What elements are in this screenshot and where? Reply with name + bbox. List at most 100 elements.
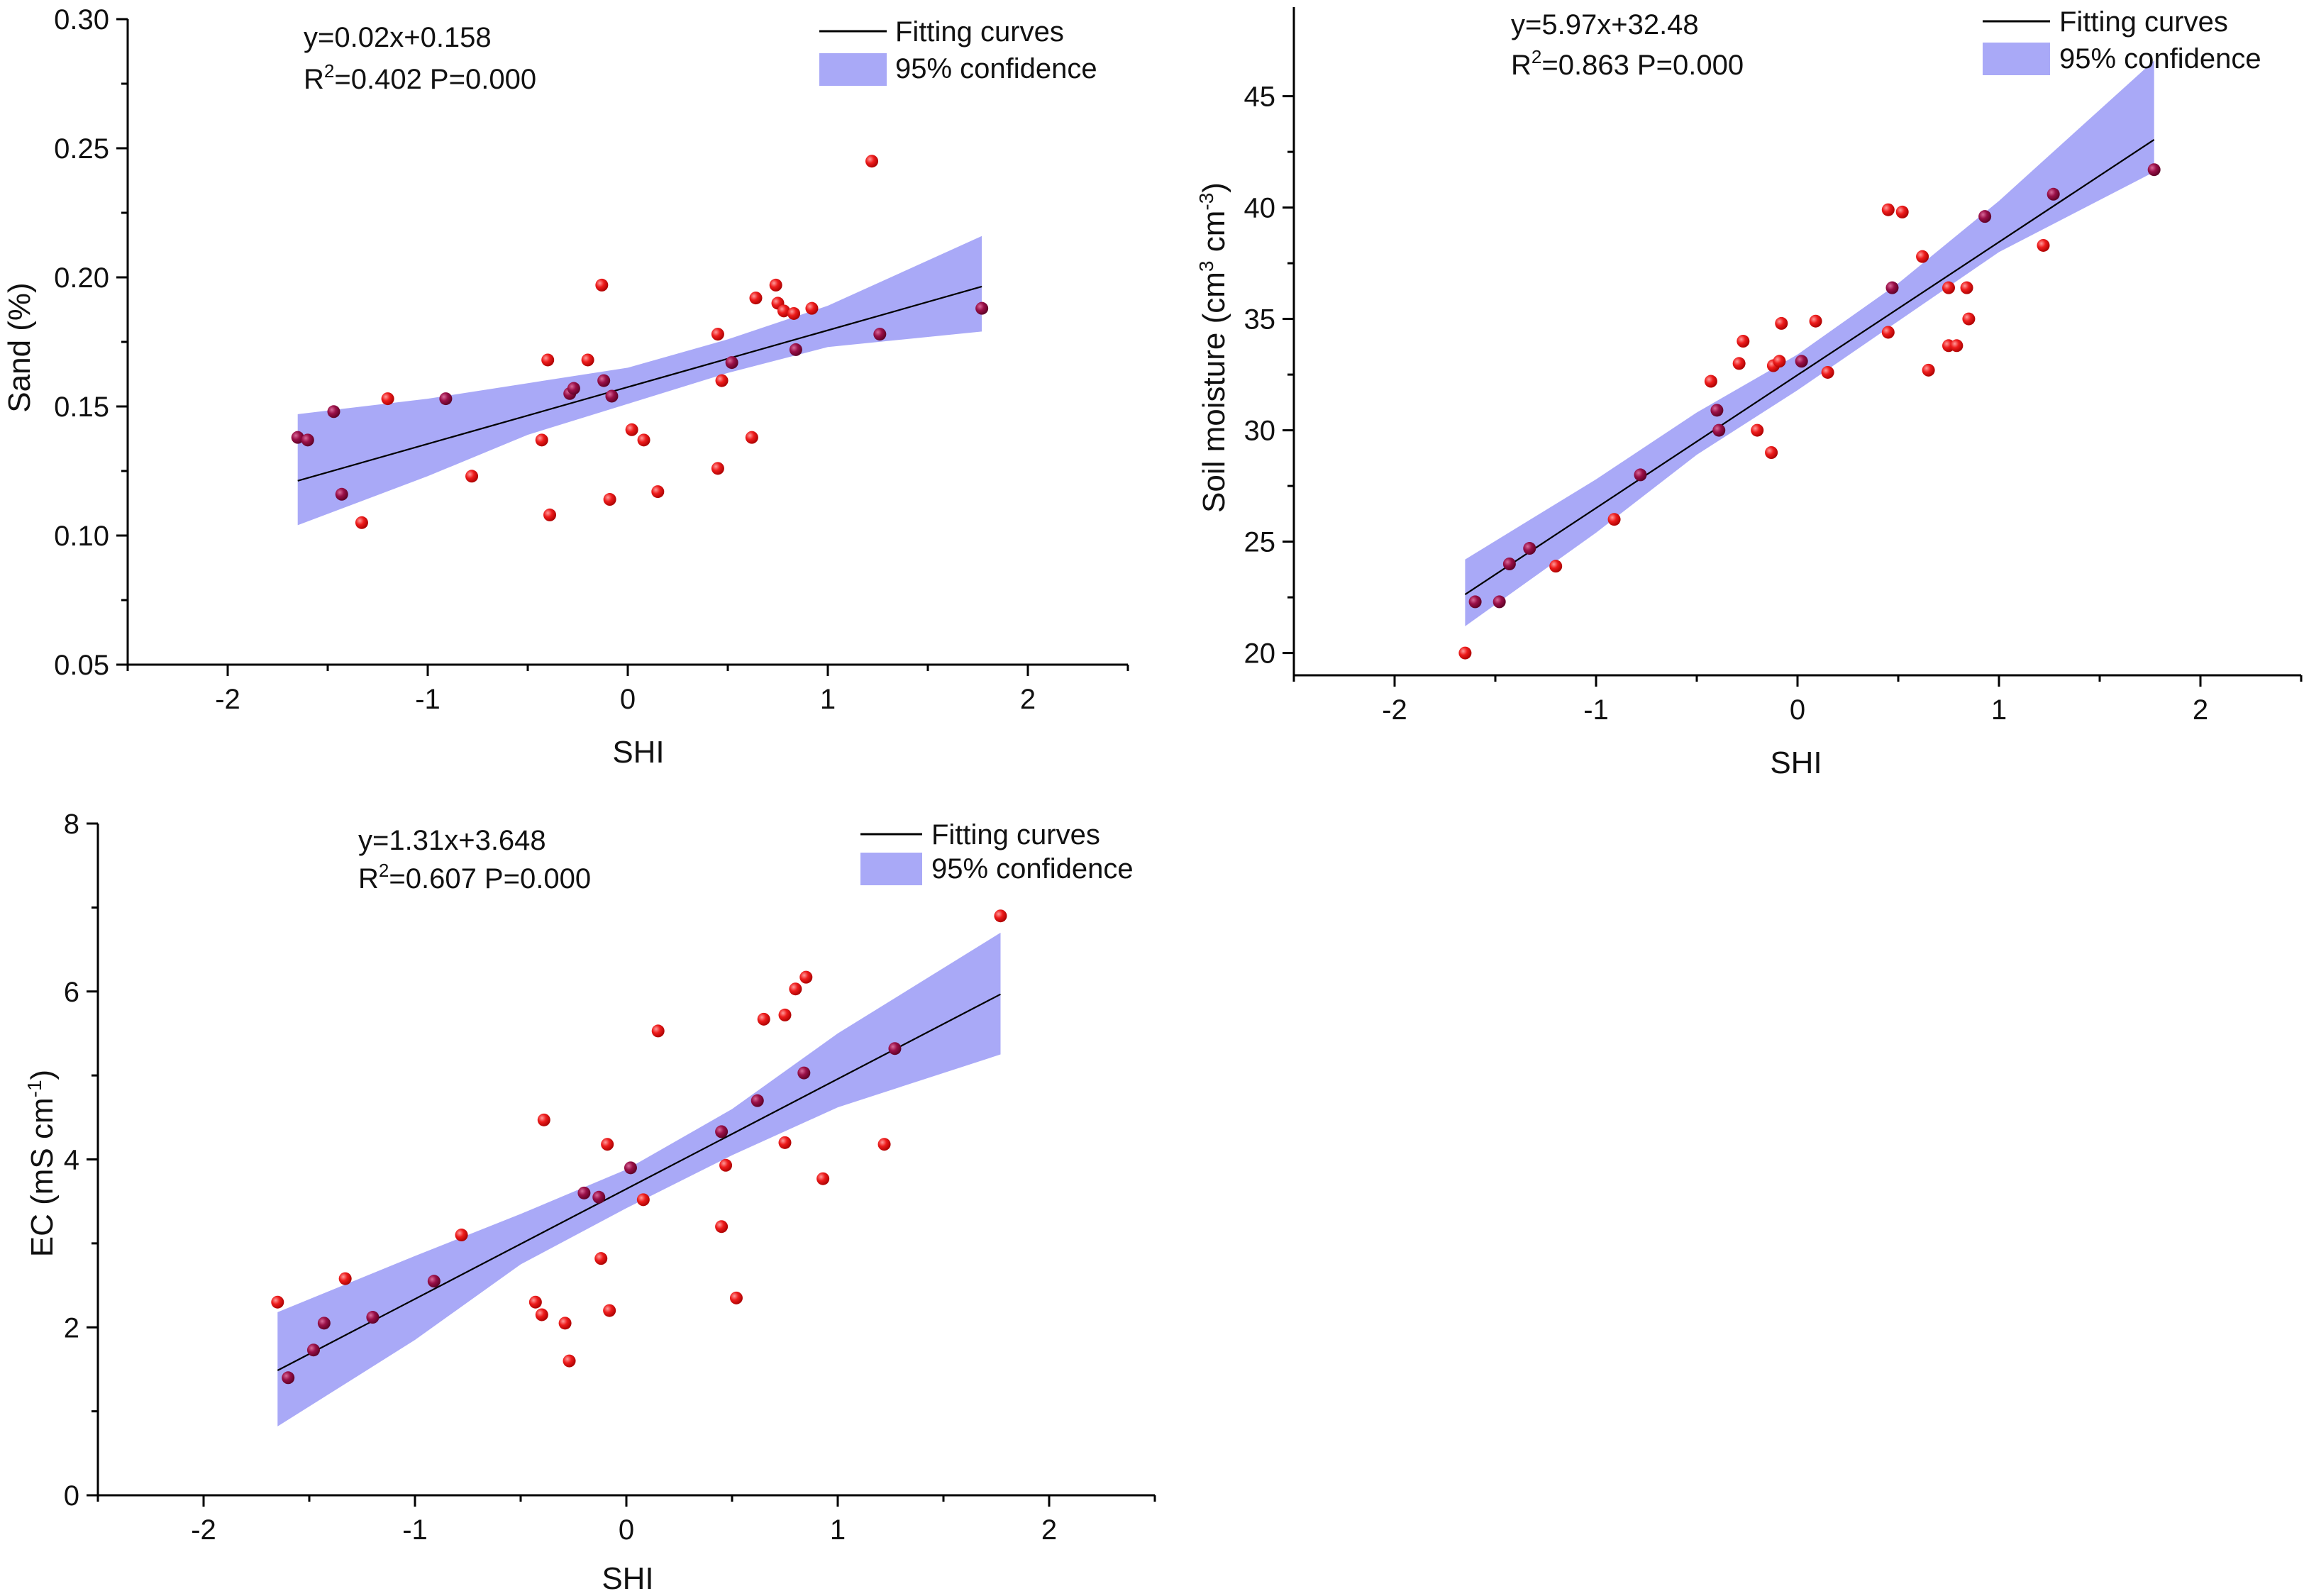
equation-label: y=0.02x+0.158	[304, 22, 492, 53]
data-point	[1523, 542, 1536, 555]
x-tick-label: 2	[1041, 1514, 1057, 1546]
y-tick-label: 0.20	[54, 262, 109, 294]
data-point	[338, 1272, 352, 1285]
data-point	[2147, 163, 2161, 177]
x-tick-label: 0	[619, 1514, 634, 1546]
data-point	[787, 306, 801, 320]
data-point	[1710, 404, 1724, 417]
data-point	[816, 1172, 830, 1185]
data-point	[888, 1042, 902, 1055]
data-point	[789, 982, 802, 996]
axes: -2 -1 0 1 2 20 25 30 35 40 45	[1244, 7, 2303, 726]
y-tick-label: 35	[1244, 304, 1276, 336]
y-tick-label: 8	[64, 809, 79, 840]
data-point	[355, 516, 368, 529]
data-point	[528, 1295, 542, 1309]
fit-line	[277, 993, 1001, 1372]
data-point	[1809, 314, 1822, 328]
y-tick-label: 0.05	[54, 650, 109, 681]
y-tick-label: 0.30	[54, 4, 109, 35]
data-point	[1821, 365, 1834, 379]
plot-area	[291, 155, 989, 529]
data-point	[327, 405, 340, 419]
y-tick-label: 4	[64, 1145, 79, 1176]
data-point	[563, 1354, 576, 1368]
x-tick-label: -2	[215, 684, 240, 715]
data-point	[637, 433, 650, 447]
data-point	[577, 1186, 591, 1199]
data-point	[543, 508, 557, 521]
data-point	[1916, 250, 1929, 263]
data-point	[1737, 335, 1750, 348]
data-point	[789, 343, 802, 356]
data-point	[1895, 205, 1909, 218]
data-point	[282, 1371, 295, 1385]
soil-moisture-scatter-panel: y=5.97x+32.48 R2=0.863 P=0.000 Fitting c…	[1195, 6, 2303, 780]
r2-label: R2=0.607 P=0.000	[358, 860, 591, 894]
data-point	[558, 1317, 572, 1330]
fit-line	[297, 285, 982, 482]
data-point	[778, 1008, 792, 1021]
data-point	[465, 470, 479, 483]
legend-band-label: 95% confidence	[2059, 43, 2261, 74]
data-point	[729, 1291, 743, 1304]
data-point	[291, 431, 304, 444]
data-point	[975, 301, 989, 315]
data-point	[535, 433, 548, 447]
data-point	[1775, 316, 1788, 330]
data-point	[601, 1138, 614, 1151]
data-point	[624, 1161, 637, 1175]
y-tick-label: 0.25	[54, 133, 109, 165]
data-point	[778, 1136, 792, 1149]
y-axis-label: Sand (%)	[2, 282, 37, 412]
x-tick-label: -1	[415, 684, 441, 715]
data-point	[1468, 595, 1482, 609]
confidence-band	[297, 235, 982, 526]
data-point	[749, 292, 763, 305]
data-point	[1458, 646, 1472, 660]
plot-area	[1458, 60, 2161, 660]
data-point	[1502, 558, 1516, 570]
y-tick-label: 40	[1244, 193, 1276, 224]
data-point	[769, 278, 782, 292]
x-tick-label: 0	[1790, 694, 1805, 726]
data-point	[751, 1094, 764, 1107]
legend-line-label: Fitting curves	[931, 819, 1100, 850]
y-tick-label: 25	[1244, 527, 1276, 558]
data-point	[715, 374, 729, 387]
x-axis-label: SHI	[612, 735, 664, 770]
data-point	[1549, 560, 1563, 573]
y-tick-label: 0	[64, 1480, 79, 1512]
data-point	[581, 353, 594, 367]
data-point	[2037, 238, 2050, 252]
data-point	[805, 301, 819, 315]
data-point	[1885, 281, 1899, 294]
data-point	[567, 382, 580, 395]
data-point	[1978, 210, 1992, 223]
x-tick-label: -2	[191, 1514, 216, 1546]
data-point	[366, 1311, 380, 1324]
data-point	[715, 1220, 729, 1234]
equation-label: y=5.97x+32.48	[1511, 9, 1699, 40]
data-point	[1634, 468, 1647, 482]
legend-band-swatch	[1983, 43, 2050, 75]
data-point	[745, 431, 758, 444]
data-point	[603, 1304, 616, 1317]
data-point	[1765, 446, 1778, 459]
data-point	[541, 353, 555, 367]
y-tick-label: 6	[64, 977, 79, 1008]
y-axis-label: EC (mS cm-1)	[23, 1070, 60, 1257]
x-axis-label: SHI	[1770, 746, 1822, 780]
x-tick-label: -1	[1583, 694, 1609, 726]
data-point	[427, 1275, 441, 1288]
data-point	[994, 909, 1007, 923]
x-tick-label: 0	[620, 684, 636, 715]
data-point	[537, 1113, 550, 1126]
data-point	[1922, 363, 1935, 377]
data-point	[636, 1193, 650, 1207]
data-point	[1881, 326, 1895, 339]
data-point	[597, 374, 611, 387]
data-point	[715, 1125, 729, 1138]
data-point	[711, 462, 724, 475]
data-point	[1773, 355, 1786, 368]
